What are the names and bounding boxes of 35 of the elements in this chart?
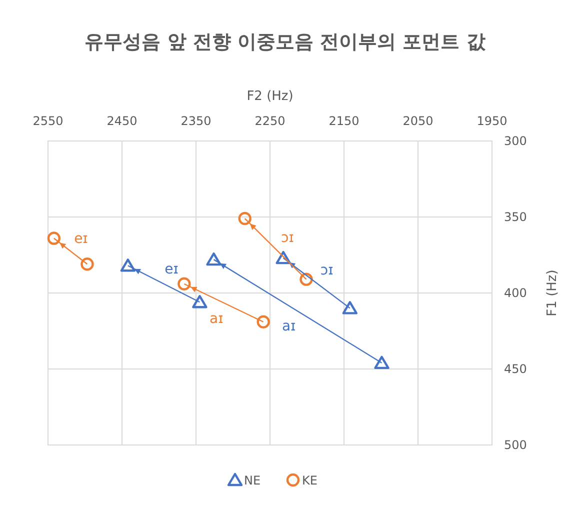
chart-title: 유무성음 앞 전향 이중모음 전이부의 포먼트 값 — [84, 31, 486, 53]
point — [47, 232, 61, 245]
x-tick-label: 2450 — [106, 114, 138, 128]
series-label: aɪ — [282, 318, 296, 335]
point — [276, 250, 291, 264]
point — [374, 356, 390, 370]
x-tick-label: 1950 — [476, 114, 508, 128]
y-tick-label: 450 — [504, 362, 527, 376]
point — [300, 272, 313, 286]
y-tick-label: 300 — [504, 134, 527, 148]
point — [80, 258, 94, 271]
series-label: aɪ — [210, 311, 224, 328]
point — [238, 212, 252, 226]
x-axis-title: F2 (Hz) — [246, 89, 294, 104]
series-label: ɔɪ — [320, 262, 334, 279]
legend-label: NE — [244, 474, 261, 488]
point — [120, 258, 136, 272]
series-label: eɪ — [164, 262, 178, 278]
x-tick-label: 2150 — [328, 114, 360, 128]
y-tick-label: 400 — [504, 286, 527, 300]
y-tick-label: 500 — [504, 438, 527, 452]
x-tick-label: 2350 — [180, 114, 212, 128]
point — [178, 277, 191, 290]
series-label: ɔɪ — [281, 230, 294, 246]
point — [256, 315, 270, 328]
legend-label: KE — [302, 474, 318, 488]
x-tick-label: 2550 — [32, 114, 64, 128]
y-tick-label: 350 — [504, 210, 527, 224]
x-tick-label: 2250 — [254, 114, 286, 128]
y-axis-title: F1 (Hz) — [545, 270, 560, 316]
point — [206, 252, 222, 266]
x-tick-label: 2050 — [402, 114, 434, 128]
point — [192, 295, 208, 308]
series-label: eɪ — [74, 230, 88, 247]
point — [342, 301, 358, 314]
